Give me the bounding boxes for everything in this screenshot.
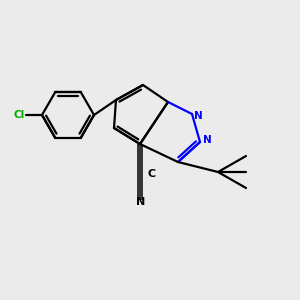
- Text: N: N: [194, 111, 203, 121]
- Text: N: N: [203, 135, 212, 145]
- Text: N: N: [136, 197, 146, 207]
- Text: Cl: Cl: [14, 110, 25, 120]
- Text: C: C: [148, 169, 156, 179]
